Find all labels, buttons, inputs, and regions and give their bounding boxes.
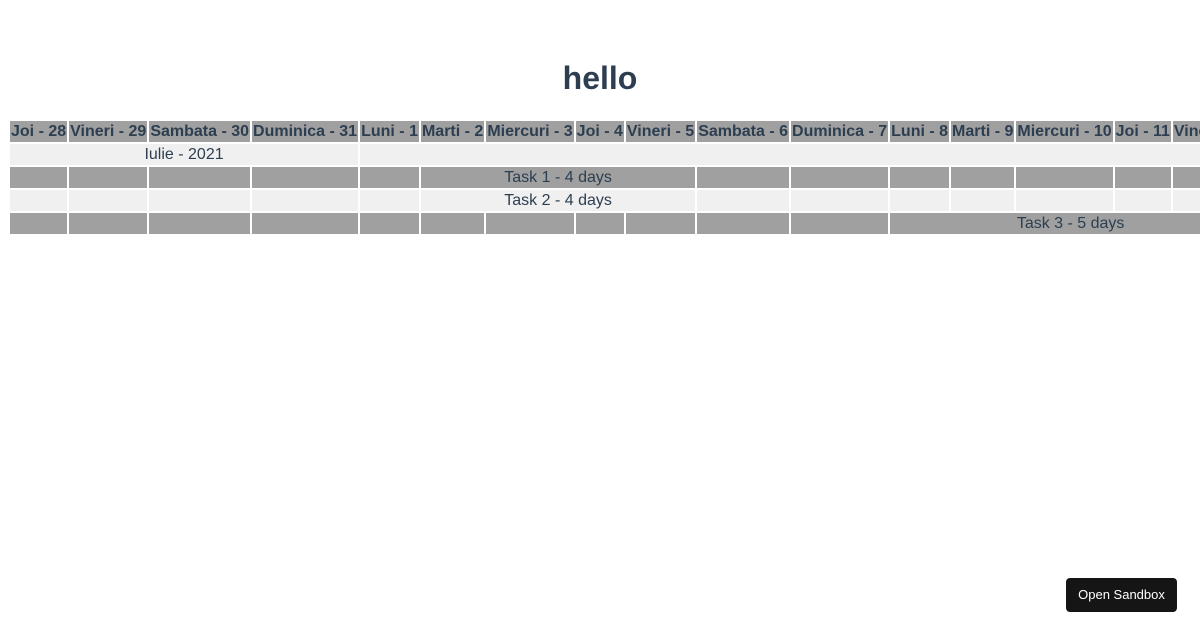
day-header: Luni - 8 <box>890 121 950 142</box>
task-row: Task 1 - 4 days <box>10 167 1200 188</box>
cell <box>791 190 889 211</box>
open-sandbox-button[interactable]: Open Sandbox <box>1066 578 1177 612</box>
cell <box>69 167 148 188</box>
cell <box>1016 167 1113 188</box>
cell <box>69 213 148 234</box>
month-row: Iulie - 2021 <box>10 144 1200 165</box>
month-cell: Iulie - 2021 <box>10 144 359 165</box>
cell <box>252 190 359 211</box>
cell <box>1114 167 1171 188</box>
day-header: Marti - 2 <box>420 121 485 142</box>
cell <box>1172 190 1200 211</box>
month-cell <box>360 144 1200 165</box>
cell <box>486 213 574 234</box>
day-header-row: Joi - 28 Vineri - 29 Sambata - 30 Duminica … <box>10 121 1200 142</box>
cell <box>697 213 790 234</box>
cell <box>360 190 419 211</box>
cell <box>890 190 950 211</box>
calendar-table: Joi - 28 Vineri - 29 Sambata - 30 Duminica … <box>8 119 1200 236</box>
task-cell: Task 1 - 4 days <box>420 167 696 188</box>
day-header: Joi - 28 <box>10 121 68 142</box>
cell <box>951 190 1015 211</box>
day-header: Joi - 4 <box>575 121 624 142</box>
cell <box>10 213 68 234</box>
task-cell: Task 3 - 5 days <box>890 213 1200 234</box>
day-header: Miercuri - 3 <box>486 121 574 142</box>
day-header: Miercuri - 10 <box>1016 121 1113 142</box>
cell <box>149 190 251 211</box>
day-header: Duminica - 31 <box>252 121 359 142</box>
cell <box>149 213 251 234</box>
cell <box>69 190 148 211</box>
task-row: Task 2 - 4 days <box>10 190 1200 211</box>
day-header: Vineri - 29 <box>69 121 148 142</box>
cell <box>575 213 624 234</box>
cell <box>360 167 419 188</box>
cell <box>625 213 696 234</box>
cell <box>149 167 251 188</box>
day-header: Vineri - 12 <box>1172 121 1200 142</box>
cell <box>697 167 790 188</box>
cell <box>951 167 1015 188</box>
day-header: Marti - 9 <box>951 121 1015 142</box>
cell <box>10 190 68 211</box>
cell <box>890 167 950 188</box>
task-cell: Task 2 - 4 days <box>420 190 696 211</box>
cell <box>697 190 790 211</box>
cell <box>252 167 359 188</box>
page-title: hello <box>562 60 638 96</box>
day-header: Sambata - 30 <box>149 121 251 142</box>
cell <box>360 213 419 234</box>
cell <box>10 167 68 188</box>
day-header: Vineri - 5 <box>625 121 696 142</box>
cell <box>791 167 889 188</box>
day-header: Sambata - 6 <box>697 121 790 142</box>
cell <box>1114 190 1171 211</box>
task-row: Task 3 - 5 days <box>10 213 1200 234</box>
cell <box>1016 190 1113 211</box>
day-header: Luni - 1 <box>360 121 419 142</box>
cell <box>791 213 889 234</box>
cell <box>1172 167 1200 188</box>
cell <box>420 213 485 234</box>
calendar-container: Joi - 28 Vineri - 29 Sambata - 30 Duminica … <box>8 119 1200 236</box>
cell <box>252 213 359 234</box>
day-header: Joi - 11 <box>1114 121 1171 142</box>
day-header: Duminica - 7 <box>791 121 889 142</box>
